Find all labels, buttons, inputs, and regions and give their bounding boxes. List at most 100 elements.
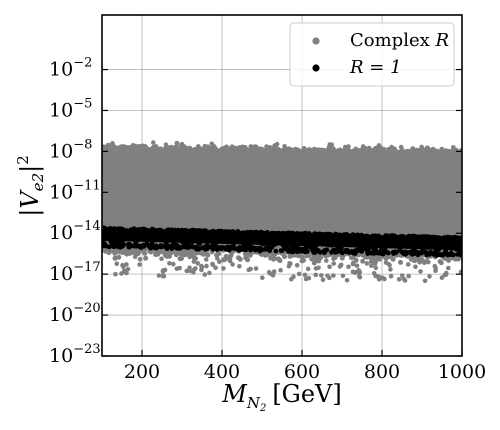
point-complex-r <box>370 218 376 224</box>
point-complex-r <box>180 251 186 256</box>
point-r-equals-1 <box>180 238 186 243</box>
point-r-equals-1 <box>456 239 462 244</box>
point-r-equals-1 <box>315 234 321 240</box>
point-complex-r <box>357 270 363 275</box>
point-complex-r <box>253 266 259 271</box>
point-r-equals-1 <box>240 245 246 251</box>
point-complex-r <box>297 148 303 154</box>
point-complex-r <box>122 160 128 166</box>
point-complex-r <box>408 207 414 213</box>
point-complex-r <box>362 188 367 194</box>
point-r-equals-1 <box>289 242 295 248</box>
point-complex-r <box>324 169 330 175</box>
point-complex-r <box>368 259 374 264</box>
point-r-equals-1 <box>176 244 182 250</box>
point-complex-r <box>228 192 234 198</box>
point-r-equals-1 <box>250 239 256 245</box>
point-r-equals-1 <box>171 241 176 247</box>
point-r-equals-1 <box>133 230 139 236</box>
point-complex-r <box>305 176 311 182</box>
point-complex-r <box>128 250 134 256</box>
point-complex-r <box>159 256 164 262</box>
point-complex-r <box>211 163 217 169</box>
point-complex-r <box>119 144 125 149</box>
point-r-equals-1 <box>322 234 328 240</box>
point-complex-r <box>143 185 149 191</box>
point-complex-r <box>250 146 255 152</box>
point-complex-r <box>129 197 134 203</box>
point-complex-r <box>172 214 178 220</box>
point-r-equals-1 <box>279 248 285 254</box>
point-complex-r <box>268 271 273 276</box>
point-complex-r <box>143 255 149 261</box>
point-r-equals-1 <box>381 249 386 254</box>
point-r-equals-1 <box>102 226 107 232</box>
point-r-equals-1 <box>354 248 360 254</box>
point-complex-r <box>113 158 119 164</box>
point-complex-r <box>354 148 360 154</box>
point-complex-r <box>338 224 344 230</box>
point-r-equals-1 <box>149 240 155 246</box>
point-complex-r <box>119 168 125 174</box>
point-r-equals-1 <box>229 237 235 243</box>
point-complex-r <box>283 190 288 196</box>
x-axis-label-subsub: 2 <box>259 403 266 414</box>
point-complex-r <box>159 249 165 255</box>
point-complex-r <box>321 150 327 156</box>
point-r-equals-1 <box>403 251 408 257</box>
point-complex-r <box>438 260 444 266</box>
point-complex-r <box>222 257 228 263</box>
point-complex-r <box>159 150 165 156</box>
point-r-equals-1 <box>420 246 426 252</box>
point-complex-r <box>206 203 212 209</box>
point-complex-r <box>433 176 439 182</box>
point-r-equals-1 <box>191 232 197 237</box>
point-r-equals-1 <box>335 245 341 251</box>
point-complex-r <box>382 177 388 183</box>
point-complex-r <box>399 273 405 278</box>
point-complex-r <box>414 153 420 159</box>
point-complex-r <box>266 149 272 155</box>
point-complex-r <box>343 144 348 150</box>
point-r-equals-1 <box>345 234 351 240</box>
point-complex-r <box>430 189 436 195</box>
point-r-equals-1 <box>448 238 454 244</box>
point-complex-r <box>406 273 412 279</box>
point-complex-r <box>363 150 369 155</box>
point-complex-r <box>140 143 145 149</box>
point-r-equals-1 <box>203 246 208 252</box>
point-r-equals-1 <box>244 230 250 236</box>
point-complex-r <box>157 165 163 171</box>
point-complex-r <box>235 153 240 158</box>
point-complex-r <box>202 272 208 277</box>
point-complex-r <box>132 250 138 256</box>
point-r-equals-1 <box>146 234 152 240</box>
point-r-equals-1 <box>280 242 286 248</box>
point-complex-r <box>305 266 311 272</box>
point-complex-r <box>102 144 107 150</box>
point-complex-r <box>171 261 176 267</box>
point-r-equals-1 <box>401 236 407 242</box>
point-r-equals-1 <box>137 243 143 249</box>
point-complex-r <box>413 264 418 270</box>
point-complex-r <box>160 273 166 279</box>
point-complex-r <box>390 216 396 222</box>
point-complex-r <box>410 146 416 152</box>
point-complex-r <box>389 144 394 150</box>
point-complex-r <box>337 152 343 157</box>
point-r-equals-1 <box>294 249 300 255</box>
data-points <box>102 140 462 284</box>
point-complex-r <box>167 253 172 259</box>
point-complex-r <box>356 205 362 211</box>
point-complex-r <box>344 278 350 283</box>
point-complex-r <box>214 168 220 174</box>
point-complex-r <box>102 197 107 202</box>
point-r-equals-1 <box>440 235 446 241</box>
point-complex-r <box>156 208 162 214</box>
point-complex-r <box>422 278 428 284</box>
point-r-equals-1 <box>284 230 290 236</box>
point-r-equals-1 <box>343 247 349 253</box>
point-r-equals-1 <box>159 234 165 240</box>
point-r-equals-1 <box>215 230 220 236</box>
